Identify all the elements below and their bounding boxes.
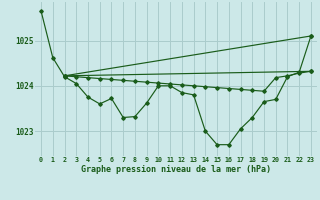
X-axis label: Graphe pression niveau de la mer (hPa): Graphe pression niveau de la mer (hPa)	[81, 165, 271, 174]
